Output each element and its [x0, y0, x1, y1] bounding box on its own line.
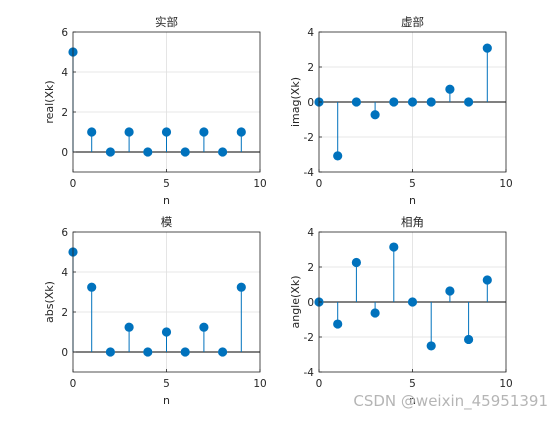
- y-tick-label: 4: [61, 267, 68, 279]
- stem-marker: [370, 110, 380, 120]
- x-axis-label: n: [409, 394, 416, 407]
- stem-marker: [218, 347, 228, 357]
- stem-marker: [333, 151, 343, 161]
- stem-marker: [124, 127, 134, 137]
- stem-marker: [370, 308, 380, 318]
- stem-marker: [105, 147, 116, 157]
- y-axis-label: imag(Xk): [289, 77, 302, 127]
- y-tick-label: -4: [304, 367, 315, 379]
- y-tick-label: 0: [61, 147, 68, 159]
- x-tick-label: 10: [499, 378, 512, 390]
- stem-marker: [351, 97, 361, 107]
- x-tick-label: 0: [316, 378, 323, 390]
- y-tick-label: 4: [61, 67, 68, 79]
- subplot-title: 虚部: [401, 15, 424, 29]
- y-tick-label: -2: [304, 132, 314, 144]
- stem-marker: [218, 147, 228, 157]
- x-tick-label: 0: [70, 178, 77, 190]
- stem-marker: [236, 127, 246, 137]
- stem-marker: [161, 327, 172, 337]
- stem-marker: [389, 97, 399, 107]
- stem-marker: [143, 147, 153, 157]
- stem-marker: [87, 282, 97, 292]
- subplot-title: 相角: [401, 215, 424, 229]
- stem-marker: [463, 334, 474, 345]
- y-tick-label: 2: [307, 62, 314, 74]
- y-tick-label: 4: [307, 227, 314, 239]
- subplot-title: 模: [161, 215, 173, 229]
- y-tick-label: -2: [304, 332, 314, 344]
- x-tick-label: 10: [253, 378, 266, 390]
- stem-marker: [426, 97, 436, 107]
- stem-marker: [482, 43, 492, 53]
- stem-marker: [143, 347, 153, 357]
- y-tick-label: 2: [61, 307, 68, 319]
- stem-marker: [124, 322, 134, 332]
- stem-marker: [333, 319, 343, 329]
- x-axis-label: n: [409, 194, 416, 207]
- x-tick-label: 10: [499, 178, 512, 190]
- subplot-1: 0 5 10 0 2 4 6 实部 n real(Xk): [43, 15, 267, 207]
- y-axis-label: angle(Xk): [289, 275, 302, 328]
- stem-marker: [482, 275, 492, 285]
- subplot-grid: 0 5 10 0 2 4 6 实部 n real(Xk) 0 5 10 -4 -2 0 2 4 虚部 n imag(Xk…: [43, 15, 513, 407]
- y-tick-label: 0: [61, 347, 68, 359]
- stem-marker: [105, 347, 116, 357]
- y-tick-label: 0: [307, 297, 314, 309]
- x-tick-label: 0: [70, 378, 77, 390]
- stem-marker: [180, 147, 190, 157]
- x-tick-label: 5: [163, 378, 170, 390]
- y-tick-label: 0: [307, 97, 314, 109]
- stem-marker: [389, 242, 399, 252]
- x-tick-label: 10: [253, 178, 266, 190]
- stem-marker: [180, 347, 190, 357]
- subplot-3: 0 5 10 0 2 4 6 模 n abs(Xk): [43, 215, 267, 407]
- stem-marker: [463, 97, 474, 107]
- subplot-title: 实部: [155, 15, 178, 29]
- y-tick-label: -4: [304, 167, 315, 179]
- stem-marker: [426, 341, 436, 351]
- stem-marker: [199, 322, 209, 332]
- x-axis-label: n: [163, 394, 170, 407]
- stem-marker: [87, 127, 97, 137]
- stem-marker: [236, 282, 246, 292]
- stem-marker: [407, 297, 418, 307]
- stem-marker: [407, 97, 418, 107]
- x-axis-label: n: [163, 194, 170, 207]
- y-axis-label: abs(Xk): [43, 281, 56, 323]
- subplot-2: 0 5 10 -4 -2 0 2 4 虚部 n imag(Xk): [289, 15, 513, 207]
- watermark: CSDN @weixin_45951391: [353, 392, 548, 411]
- stem-marker: [199, 127, 209, 137]
- stem-marker: [445, 286, 455, 296]
- y-tick-label: 2: [307, 262, 314, 274]
- x-tick-label: 5: [163, 178, 170, 190]
- y-tick-label: 6: [61, 227, 68, 239]
- x-tick-label: 0: [316, 178, 323, 190]
- subplot-4: 0 5 10 -4 -2 0 2 4 相角 n angle(Xk): [289, 215, 513, 407]
- stem-marker: [161, 127, 172, 137]
- x-tick-label: 5: [409, 378, 416, 390]
- y-tick-label: 4: [307, 27, 314, 39]
- x-tick-label: 5: [409, 178, 416, 190]
- y-axis-label: real(Xk): [43, 80, 56, 123]
- y-tick-label: 6: [61, 27, 68, 39]
- stem-marker: [351, 257, 361, 268]
- y-tick-label: 2: [61, 107, 68, 119]
- stem-marker: [445, 84, 455, 94]
